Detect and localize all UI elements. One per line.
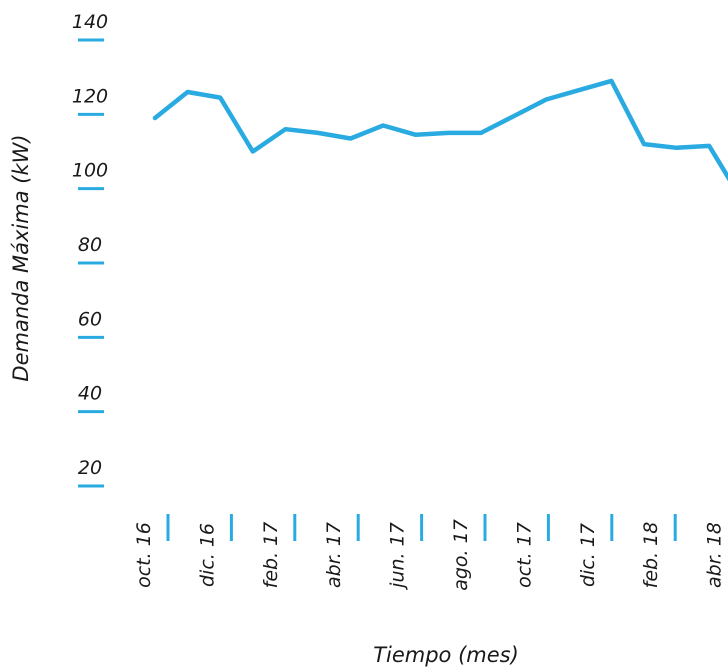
y-tick-label: 80 — [78, 234, 102, 256]
x-tick-label: feb. 17 — [260, 522, 282, 589]
data-series — [152, 78, 728, 182]
x-tick-label: abr. 17 — [323, 522, 345, 588]
y-tick-label: 120 — [72, 85, 108, 107]
x-tick-label: abr. 18 — [704, 522, 726, 588]
y-tick-label: 40 — [78, 383, 102, 405]
y-tick-label: 60 — [78, 308, 102, 330]
x-axis-label: Tiempo (mes) — [373, 643, 519, 667]
y-axis-label: Demanda Máxima (kW) — [9, 134, 33, 381]
x-tick-label: oct. 17 — [513, 522, 535, 588]
x-tick-label: dic. 16 — [196, 523, 218, 587]
x-tick-label: jun. 17 — [387, 522, 409, 591]
y-axis-ticks: 140 120 100 80 60 40 20 — [72, 11, 108, 488]
y-tick-label: 100 — [72, 160, 108, 182]
y-tick-label: 20 — [78, 457, 102, 479]
x-tick-label: ago. 17 — [450, 519, 472, 591]
y-tick-label: 140 — [72, 11, 108, 33]
x-axis-ticks: oct. 16 dic. 16 feb. 17 abr. 17 jun. 17 ago. … — [133, 514, 726, 591]
x-tick-label: dic. 17 — [577, 523, 599, 587]
x-tick-label: oct. 16 — [133, 522, 155, 588]
x-tick-label: feb. 18 — [640, 522, 662, 589]
series-line — [152, 78, 728, 182]
